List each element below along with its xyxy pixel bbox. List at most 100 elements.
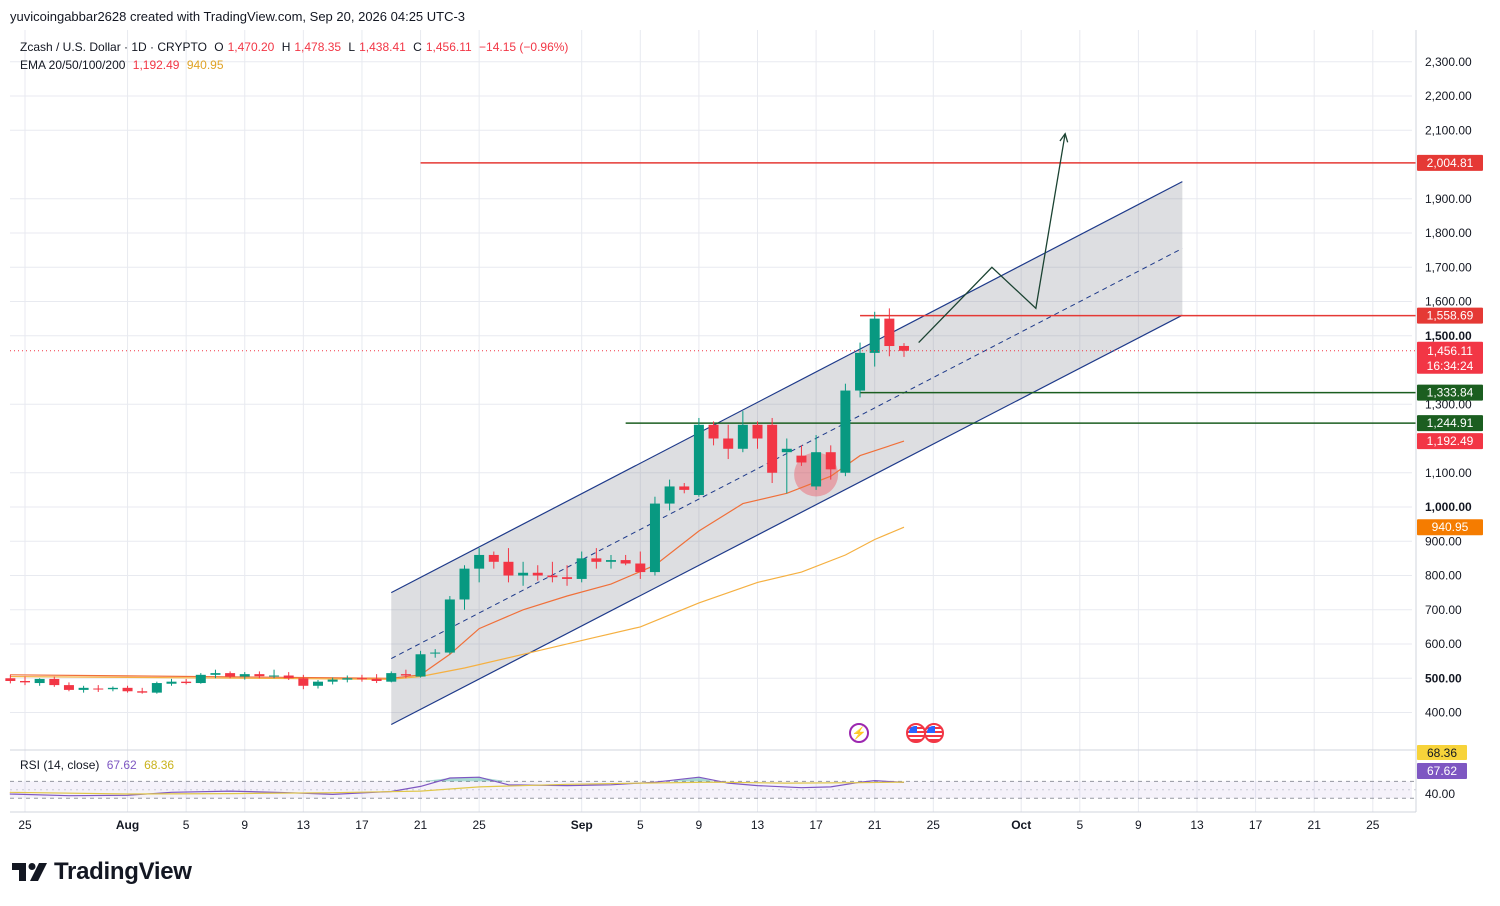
x-tick-label: 17: [809, 818, 823, 832]
projection-arrowhead: [1059, 132, 1069, 143]
x-tick-label: 25: [472, 818, 486, 832]
x-tick-label: 5: [1076, 818, 1083, 832]
candle-body: [474, 554, 485, 569]
level-price-tag-bg: [1417, 307, 1483, 324]
candle-body: [151, 683, 162, 693]
x-tick-label: Oct: [1011, 818, 1031, 832]
rsi-tag: 67.62: [1427, 764, 1457, 778]
candle-body: [503, 561, 514, 576]
candle-body: [562, 577, 573, 579]
candle-body: [752, 424, 763, 439]
x-tick-label: 21: [414, 818, 428, 832]
tradingview-logo[interactable]: TradingView: [12, 858, 192, 886]
channel-upper-line: [390, 181, 1183, 594]
y-tick-label: 400.00: [1425, 706, 1462, 720]
ema50-price-tag-bg: [1417, 519, 1483, 536]
candle-body: [210, 673, 221, 675]
candle-body: [723, 438, 734, 449]
candle-body: [430, 652, 441, 654]
level-price-tag-bg: [1417, 415, 1483, 432]
candle-body: [737, 424, 748, 449]
candle-body: [239, 674, 250, 677]
y-tick-label: 800.00: [1425, 569, 1462, 583]
level-price-tag: 2,004.81: [1427, 156, 1474, 170]
candle-body: [386, 673, 397, 682]
rsi-ma-tag-bg: [1417, 745, 1467, 760]
x-tick-label: 13: [1190, 818, 1204, 832]
rsi-label[interactable]: RSI (14, close): [20, 758, 100, 772]
countdown-tag: 16:34:24: [1427, 359, 1474, 373]
y-tick-label: 2,100.00: [1425, 123, 1472, 137]
candle-body: [576, 558, 587, 579]
ema-label[interactable]: EMA 20/50/100/200: [20, 58, 126, 72]
ema20-price-tag-bg: [1417, 433, 1483, 450]
y-tick-label: 900.00: [1425, 534, 1462, 548]
candle-body: [269, 675, 280, 677]
channel-lower-line: [390, 314, 1183, 726]
rsi-overbought-fill: [669, 777, 714, 782]
candle-body: [283, 675, 294, 679]
candle-body: [93, 688, 104, 690]
x-tick-label: 17: [355, 818, 369, 832]
rsi-tag-bg: [1417, 763, 1467, 779]
x-tick-label: 9: [696, 818, 703, 832]
lightning-icon[interactable]: ⚡: [849, 723, 869, 743]
candle-body: [649, 503, 660, 573]
candle-body: [488, 554, 499, 562]
candle-body: [342, 678, 353, 680]
low-value: 1,438.41: [359, 40, 406, 54]
candle-body: [34, 678, 45, 684]
y-tick-label: 1,800.00: [1425, 226, 1472, 240]
us-flag-icon[interactable]: [906, 723, 926, 743]
candle-body: [620, 560, 631, 564]
candle-body: [869, 318, 880, 353]
candle-body: [137, 691, 148, 693]
us-flag-icon[interactable]: [924, 723, 944, 743]
candle-body: [63, 685, 74, 690]
candle-body: [78, 687, 89, 690]
y-tick-label: 2,200.00: [1425, 89, 1472, 103]
candle-body: [5, 678, 16, 681]
candle-body: [664, 486, 675, 504]
candle-body: [327, 679, 338, 682]
candle-body: [591, 558, 602, 562]
candle-body: [459, 568, 470, 600]
candle-body: [884, 318, 895, 347]
y-tick-label: 1,300.00: [1425, 397, 1472, 411]
x-tick-label: Sep: [571, 818, 593, 832]
candle-body: [781, 448, 792, 453]
x-tick-label: 25: [1366, 818, 1380, 832]
candle-body: [400, 674, 411, 676]
candle-body: [767, 424, 778, 473]
candle-body: [606, 560, 616, 562]
candle-body: [444, 599, 455, 653]
candle-body: [811, 452, 822, 487]
candle-body: [313, 681, 323, 686]
y-tick-label: 1,500.00: [1425, 329, 1472, 343]
candle-body: [225, 673, 236, 677]
candle-body: [415, 654, 426, 677]
x-tick-label: 21: [1308, 818, 1322, 832]
candle-body: [166, 681, 177, 684]
y-tick-label: 2,300.00: [1425, 55, 1472, 69]
candle-body: [181, 681, 192, 684]
rsi-legend: RSI (14, close) 67.62 68.36: [20, 758, 178, 772]
x-tick-label: 13: [297, 818, 311, 832]
candle-body: [708, 424, 719, 439]
low-label: L: [348, 40, 356, 54]
brand-name: TradingView: [54, 858, 192, 885]
candle-body: [20, 680, 30, 683]
candle-body: [122, 687, 133, 692]
x-tick-label: 21: [868, 818, 882, 832]
y-tick-label: 1,700.00: [1425, 260, 1472, 274]
candle-body: [635, 563, 646, 573]
rsi-ma-value: 68.36: [144, 758, 175, 772]
x-tick-label: 9: [1135, 818, 1142, 832]
x-tick-label: 9: [241, 818, 248, 832]
symbol-title[interactable]: Zcash / U.S. Dollar · 1D · CRYPTO: [20, 40, 207, 54]
y-tick-label: 1,100.00: [1425, 466, 1472, 480]
chart-attribution: yuvicoingabbar2628 created with TradingV…: [10, 9, 466, 24]
candle-body: [855, 352, 866, 391]
ema20-price-tag: 1,192.49: [1427, 434, 1474, 448]
